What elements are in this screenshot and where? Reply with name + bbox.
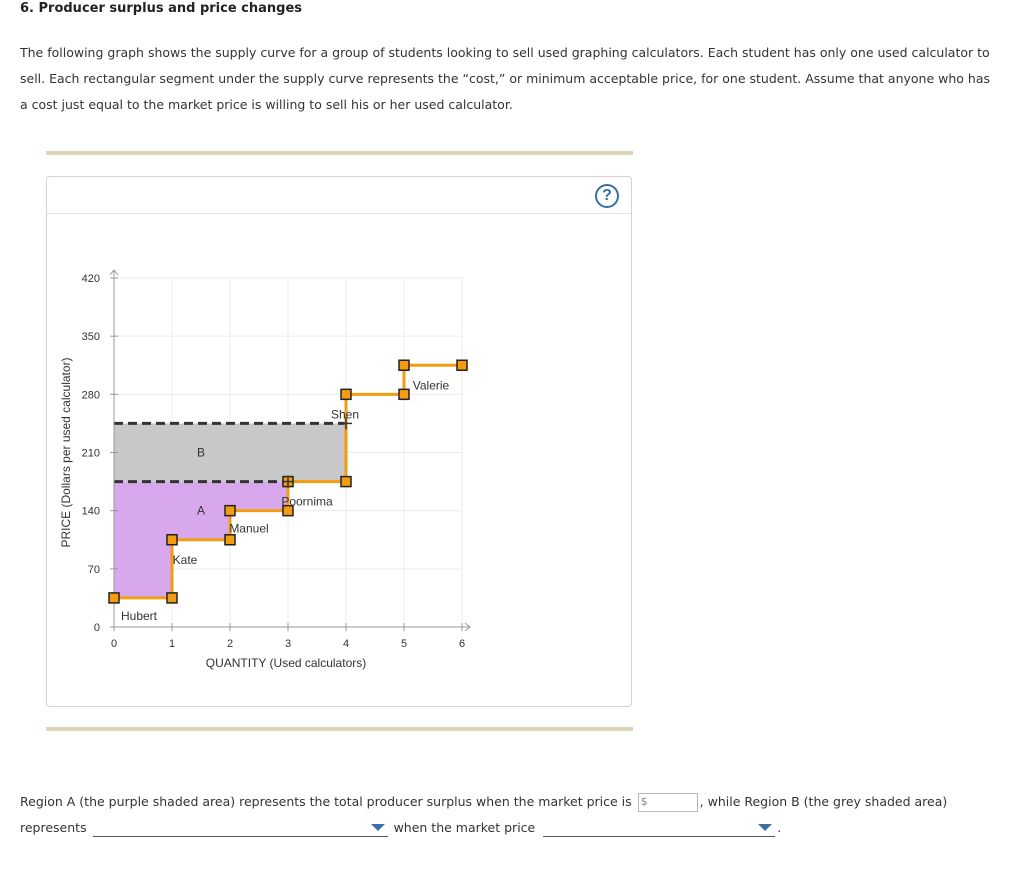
student-label: Poornima	[281, 495, 333, 509]
supply-point-marker	[224, 504, 236, 517]
x-tick-label: 5	[401, 638, 407, 650]
answer-sentence-line1: Region A (the purple shaded area) repres…	[20, 793, 947, 812]
x-tick-label: 2	[227, 638, 233, 650]
answer-text-part3: represents	[20, 820, 87, 835]
supply-point-marker	[108, 592, 120, 604]
supply-point-marker	[398, 359, 410, 371]
region-b-label: B	[197, 446, 205, 460]
supply-point-marker	[282, 504, 294, 517]
graph-panel: ? 0 1 2 3 4 5 6 0 70 140 210 280 350 420 QUANTITY (Use…	[46, 176, 632, 707]
x-tick-label: 0	[111, 638, 117, 650]
currency-symbol: $	[640, 795, 648, 808]
x-tick-label: 4	[343, 638, 349, 650]
student-label: Manuel	[229, 522, 268, 536]
x-tick-label: 6	[459, 638, 465, 650]
chevron-down-icon	[758, 824, 773, 831]
y-tick-label: 210	[82, 448, 100, 460]
region-a-label: A	[197, 504, 205, 518]
supply-point-marker	[224, 534, 236, 546]
y-axis-arrow	[109, 269, 119, 276]
supply-point-marker	[456, 359, 468, 371]
supply-point-marker	[398, 388, 410, 401]
price-change-dropdown[interactable]	[543, 820, 776, 837]
region-b-shading	[114, 423, 346, 482]
supply-point-marker	[340, 388, 352, 401]
section-divider-top	[46, 151, 633, 155]
chevron-down-icon	[370, 824, 385, 831]
student-label: Kate	[173, 553, 198, 567]
supply-point-marker	[166, 592, 178, 604]
y-tick-label: 70	[88, 564, 100, 576]
x-tick-label: 1	[169, 638, 175, 650]
section-divider-bottom	[46, 727, 633, 731]
student-label: Shen	[331, 407, 359, 421]
student-label: Valerie	[413, 378, 450, 392]
answer-text-part4: when the market price	[393, 820, 536, 835]
price-input-box[interactable]: $	[637, 793, 698, 812]
answer-end-period: .	[777, 820, 782, 835]
region-b-meaning-dropdown[interactable]	[92, 820, 388, 837]
supply-point-marker	[166, 534, 178, 546]
supply-point-marker	[340, 475, 352, 488]
y-axis-label: PRICE (Dollars per used calculator)	[59, 357, 73, 547]
question-title: 6. Producer surplus and price changes	[20, 1, 303, 16]
graph-header: ?	[47, 177, 631, 214]
x-axis-label: QUANTITY (Used calculators)	[206, 656, 366, 670]
y-tick-label: 350	[82, 331, 100, 343]
help-button[interactable]: ?	[595, 184, 619, 208]
y-tick-label: 280	[82, 389, 100, 401]
x-axis-arrow	[464, 622, 471, 632]
y-tick-label: 0	[94, 622, 100, 634]
x-tick-label: 3	[285, 638, 291, 650]
supply-chart: 0 1 2 3 4 5 6 0 70 140 210 280 350 420 QUANTITY (Used …	[59, 269, 471, 670]
student-label: Hubert	[121, 609, 158, 623]
question-intro: The following graph shows the supply cur…	[20, 45, 990, 112]
y-tick-label: 140	[82, 506, 100, 518]
y-tick-label: 420	[82, 273, 100, 285]
answer-text-part1: Region A (the purple shaded area) repres…	[20, 794, 632, 809]
price-input[interactable]	[648, 794, 695, 811]
answer-text-part2: , while Region B (the grey shaded area)	[699, 794, 948, 809]
answer-sentence-line2: represents when the market price .	[20, 820, 781, 837]
